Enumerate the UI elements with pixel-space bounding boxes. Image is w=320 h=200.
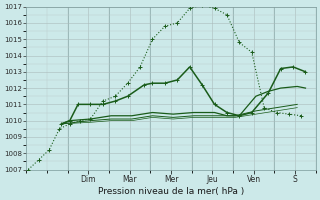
X-axis label: Pression niveau de la mer( hPa ): Pression niveau de la mer( hPa ) bbox=[98, 187, 244, 196]
